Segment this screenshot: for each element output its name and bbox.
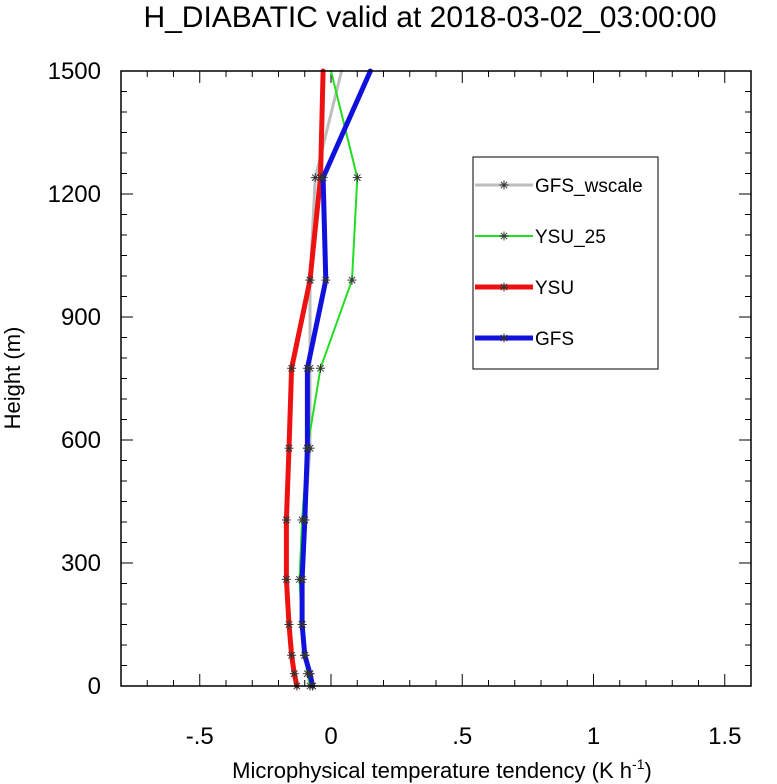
marker-stroke bbox=[322, 276, 330, 284]
data-point-marker bbox=[316, 363, 325, 373]
legend-marker bbox=[499, 282, 509, 292]
data-point-marker bbox=[297, 620, 307, 629]
x-axis-label: Microphysical temperature tendency (K h-… bbox=[232, 756, 652, 783]
marker-stroke bbox=[306, 670, 314, 678]
marker-stroke bbox=[282, 516, 290, 524]
marker-stroke bbox=[282, 575, 290, 583]
x-tick-label: .5 bbox=[452, 723, 472, 750]
marker-stroke bbox=[303, 364, 311, 372]
series-line-gfs bbox=[299, 68, 373, 689]
data-point-marker bbox=[305, 669, 315, 679]
x-axis-label-main: Microphysical temperature tendency (K h bbox=[232, 758, 632, 783]
legend-marker bbox=[499, 180, 509, 190]
legend-marker bbox=[499, 231, 509, 241]
legend-marker bbox=[499, 333, 509, 343]
x-tick-label: 0 bbox=[324, 723, 337, 750]
x-tick-label: -.5 bbox=[186, 723, 214, 750]
data-point-marker bbox=[300, 650, 310, 660]
x-axis-label-exponent: -1 bbox=[632, 756, 645, 772]
marker-stroke bbox=[301, 516, 309, 524]
data-point-marker bbox=[321, 275, 331, 285]
marker-stroke bbox=[348, 276, 356, 284]
data-point-marker bbox=[281, 515, 291, 525]
marker-stroke bbox=[500, 232, 508, 240]
marker-stroke bbox=[298, 575, 306, 583]
legend-label: YSU bbox=[535, 278, 574, 299]
data-point-marker bbox=[284, 443, 294, 453]
x-tick-label: 1 bbox=[587, 723, 600, 750]
y-axis-label: Height (m) bbox=[0, 327, 25, 430]
data-point-marker bbox=[287, 363, 297, 373]
marker-stroke bbox=[316, 364, 325, 372]
legend-label: YSU_25 bbox=[535, 227, 606, 248]
marker-stroke bbox=[288, 651, 296, 659]
legend-label: GFS bbox=[535, 329, 574, 350]
data-point-marker bbox=[297, 574, 307, 584]
y-tick-labels: 0 300 600 900 1200 1500 bbox=[48, 58, 101, 700]
data-point-marker bbox=[310, 173, 320, 183]
y-tick-label: 1200 bbox=[48, 181, 101, 208]
legend-label: GFS_wscale bbox=[535, 176, 643, 197]
marker-stroke bbox=[306, 276, 314, 284]
data-point-marker bbox=[281, 574, 291, 584]
data-point-marker bbox=[302, 363, 312, 373]
y-tick-label: 0 bbox=[88, 673, 101, 700]
data-point-marker bbox=[302, 443, 312, 453]
marker-stroke bbox=[500, 334, 508, 342]
y-tick-label: 300 bbox=[61, 550, 101, 577]
chart-title: H_DIABATIC valid at 2018-03-02_03:00:00 bbox=[143, 1, 716, 34]
data-point-marker bbox=[347, 275, 357, 285]
y-tick-label: 900 bbox=[61, 304, 101, 331]
x-tick-label: 1.5 bbox=[708, 723, 741, 750]
y-tick-label: 1500 bbox=[48, 58, 101, 85]
plot-frame bbox=[120, 70, 752, 687]
legend: GFS_wscale YSU_25 YSU GFS bbox=[472, 156, 659, 370]
marker-stroke bbox=[290, 670, 298, 678]
data-point-marker bbox=[318, 173, 328, 183]
marker-stroke bbox=[298, 620, 306, 629]
data-point-marker bbox=[300, 515, 310, 525]
tick-marks bbox=[120, 70, 752, 687]
marker-stroke bbox=[285, 620, 293, 629]
marker-stroke bbox=[500, 283, 508, 291]
data-point-marker bbox=[287, 650, 297, 660]
marker-stroke bbox=[500, 181, 508, 189]
marker-stroke bbox=[288, 364, 296, 372]
marker-stroke bbox=[303, 444, 311, 452]
y-tick-label: 600 bbox=[61, 427, 101, 454]
marker-stroke bbox=[319, 174, 327, 182]
marker-stroke bbox=[301, 651, 309, 659]
data-point-marker bbox=[289, 669, 299, 679]
series-layer bbox=[283, 68, 373, 689]
data-point-marker bbox=[305, 275, 315, 285]
data-point-marker bbox=[352, 173, 362, 183]
data-point-marker bbox=[284, 620, 294, 629]
marker-stroke bbox=[285, 444, 293, 452]
marker-layer bbox=[281, 173, 362, 691]
marker-stroke bbox=[353, 174, 361, 182]
marker-stroke bbox=[311, 174, 319, 182]
x-tick-labels: -.5 0 .5 1 1.5 bbox=[186, 723, 742, 750]
x-axis-label-close: ) bbox=[644, 758, 651, 783]
